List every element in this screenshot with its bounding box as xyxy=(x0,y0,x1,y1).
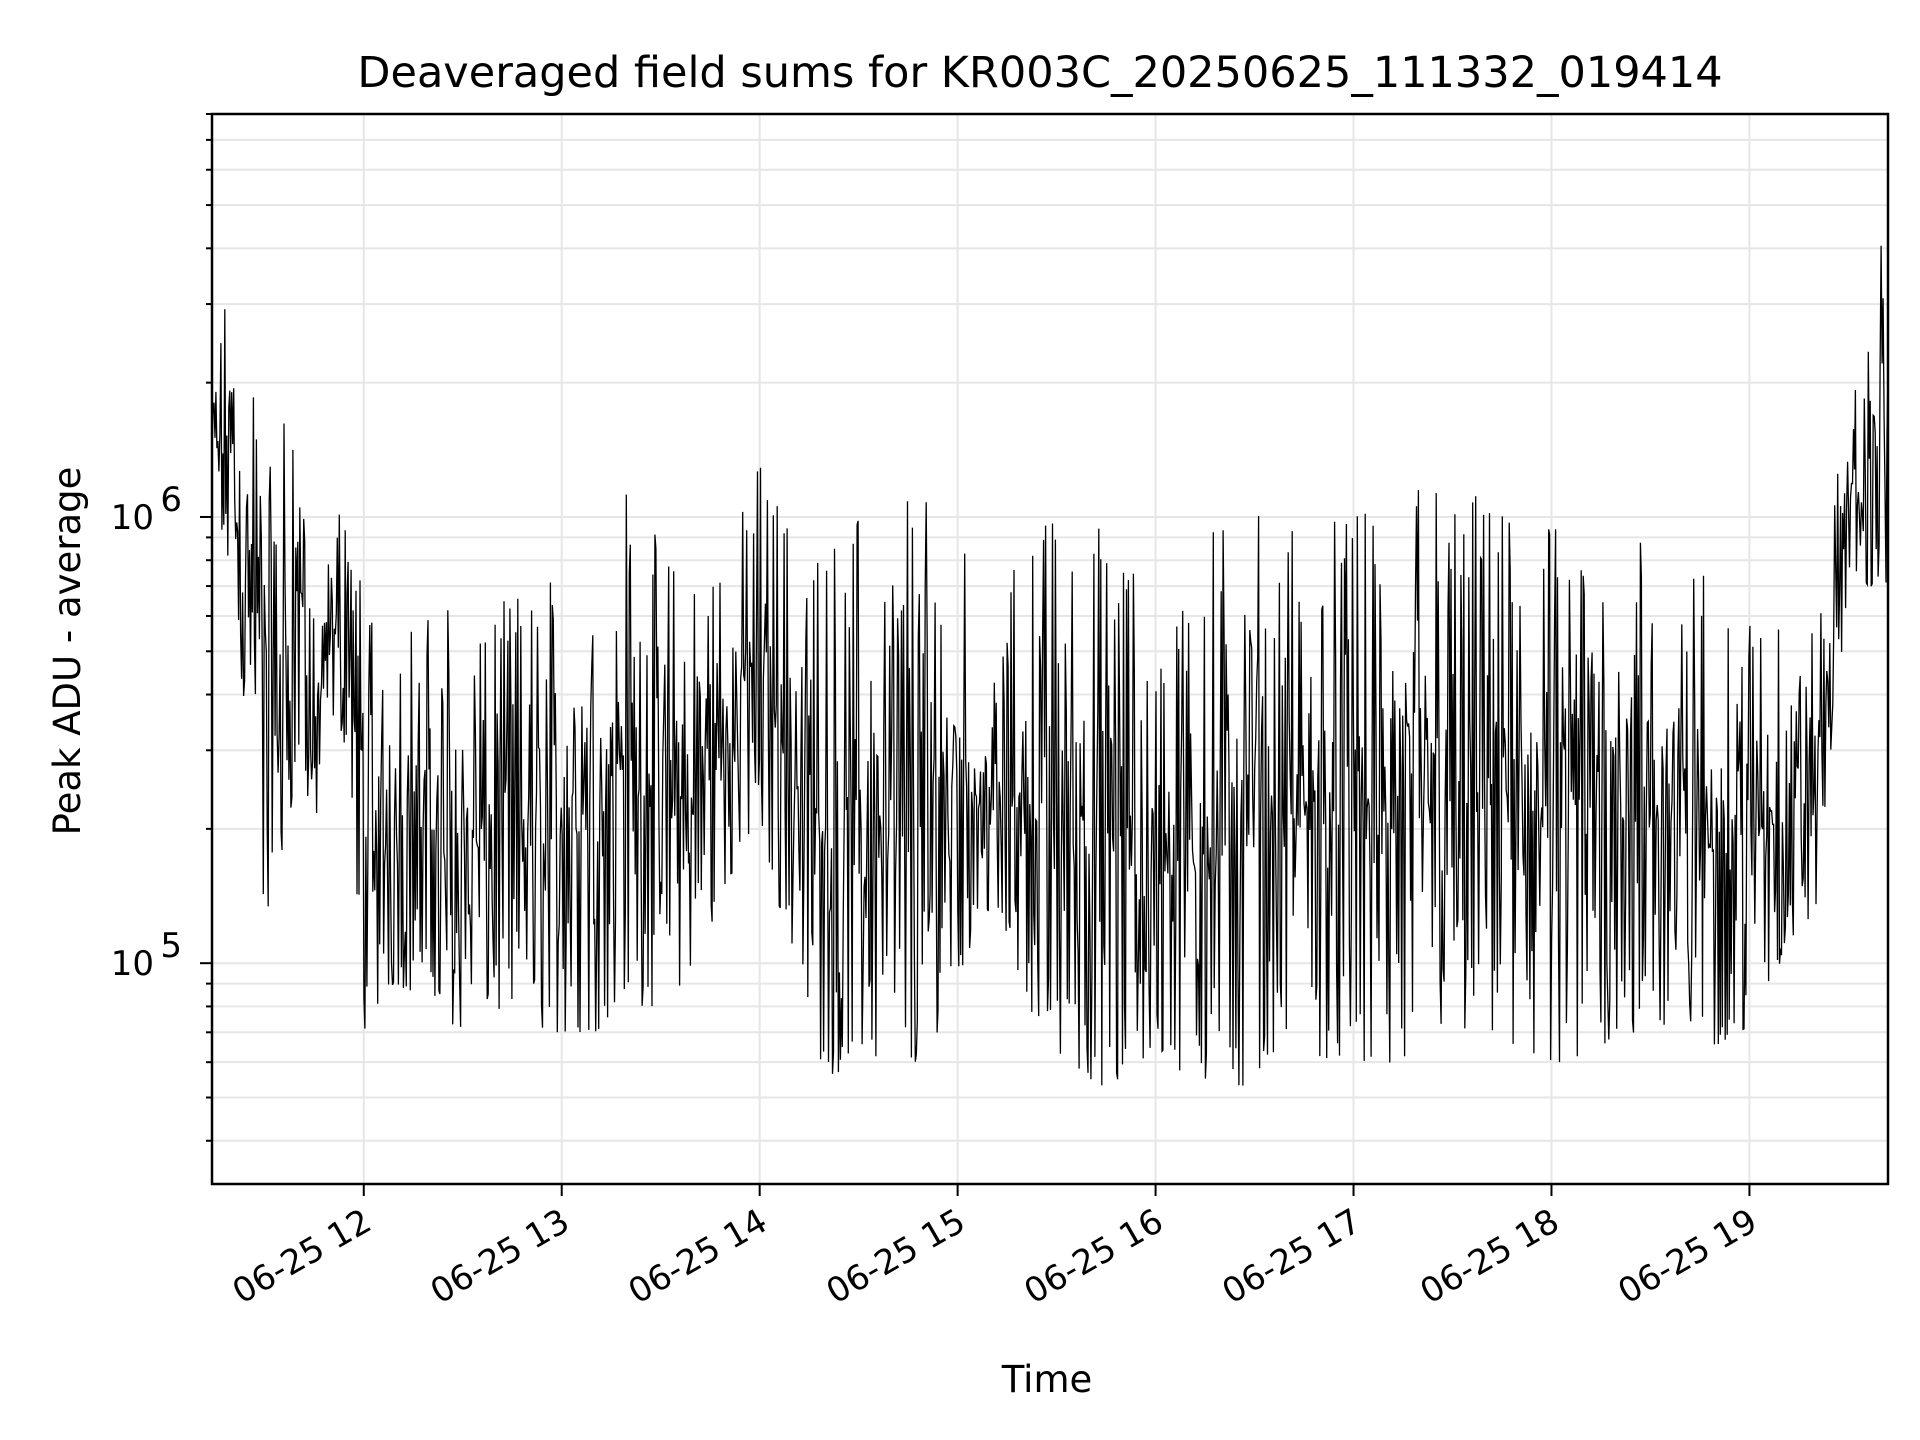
x-tick-label: 06-25 15 xyxy=(820,1201,972,1312)
x-tick-label: 06-25 12 xyxy=(226,1201,378,1312)
x-axis-label: Time xyxy=(1001,1358,1093,1401)
series-group xyxy=(211,245,1889,1086)
x-tick-label: 06-25 19 xyxy=(1612,1201,1764,1312)
x-tick-label: 06-25 16 xyxy=(1018,1201,1170,1312)
x-tick-label: 06-25 13 xyxy=(424,1201,576,1312)
chart-title: Deaveraged field sums for KR003C_2025062… xyxy=(357,48,1722,98)
y-tick-label-exponent: 5 xyxy=(160,926,182,966)
y-axis-label: Peak ADU - average xyxy=(46,467,89,836)
plot-area xyxy=(210,112,1890,1186)
y-tick-label-base: 10 xyxy=(111,944,154,984)
y-tick-label-base: 10 xyxy=(111,498,154,538)
y-tick-label: 10 xyxy=(111,498,154,538)
y-tick-label-exponent: 6 xyxy=(160,480,182,520)
y-tick-label: 10 xyxy=(111,944,154,984)
x-tick-label: 06-25 18 xyxy=(1414,1201,1566,1312)
x-tick-label: 06-25 14 xyxy=(622,1201,774,1312)
series-line xyxy=(211,245,1889,1086)
x-tick-label: 06-25 17 xyxy=(1216,1201,1368,1312)
